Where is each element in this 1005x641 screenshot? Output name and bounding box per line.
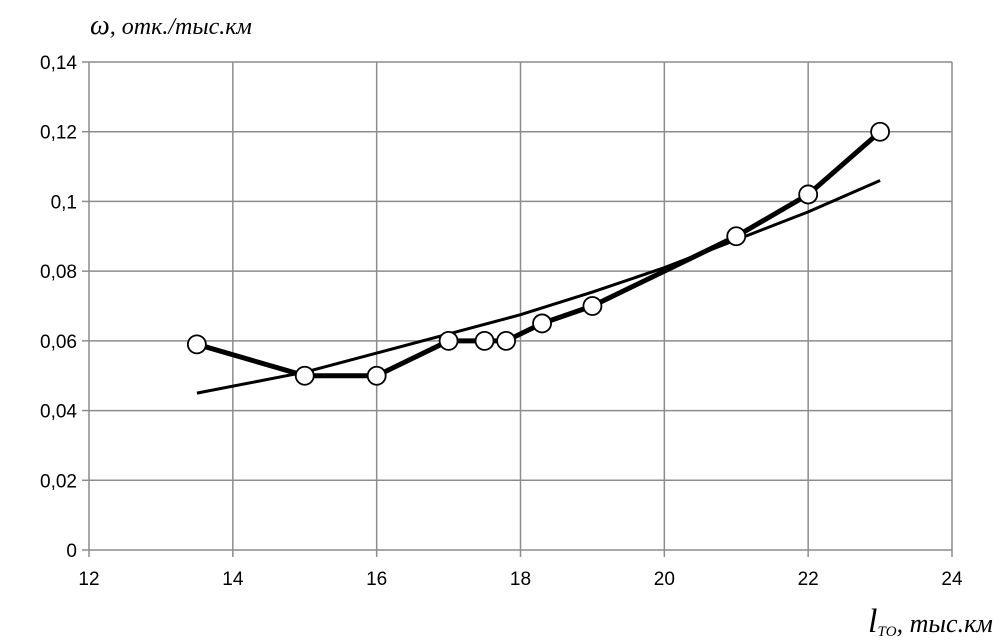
y-tick-label: 0 [66, 541, 77, 562]
y-axis-title-text: , отк./тыс.км [110, 14, 252, 40]
x-tick-label: 12 [78, 569, 99, 590]
data-point [294, 365, 315, 386]
y-axis-title: ω, отк./тыс.км [90, 10, 252, 41]
x-axis-title-symbol: l [868, 603, 877, 640]
data-point [726, 226, 747, 247]
x-tick-label: 24 [941, 569, 963, 590]
y-tick-label: 0,14 [40, 53, 77, 74]
series-line [196, 129, 882, 379]
x-tick-label: 18 [510, 569, 531, 590]
y-tick-label: 0,06 [40, 332, 77, 353]
x-axis-title-subscript: ТО [877, 624, 896, 640]
y-tick-label: 0,04 [40, 402, 77, 423]
y-tick-label: 0,08 [40, 262, 77, 283]
data-point [366, 365, 387, 386]
series [186, 121, 890, 395]
data-point [798, 184, 819, 205]
y-tick-label: 0,1 [51, 192, 77, 213]
x-tick-label: 20 [654, 569, 675, 590]
x-tick-label: 16 [366, 569, 387, 590]
x-tick-label: 14 [222, 569, 244, 590]
y-tick-label: 0,12 [40, 123, 77, 144]
y-axis-title-symbol: ω [90, 10, 110, 41]
tick-labels: 12 14 16 18 20 22 24 0 0,02 0,04 0,06 0,08 0,1 0,12 0,… [40, 53, 963, 590]
y-tick-label: 0,02 [40, 471, 77, 492]
data-point [532, 313, 552, 334]
data-point [186, 334, 207, 355]
data-point [870, 121, 890, 142]
trendline [196, 179, 881, 395]
x-tick-label: 22 [798, 569, 819, 590]
data-point [474, 330, 495, 351]
axes [82, 61, 953, 557]
data-point [582, 296, 603, 316]
data-point [438, 330, 459, 351]
gridlines [89, 61, 953, 550]
x-axis-title-text: , тыс.км [897, 609, 993, 638]
x-axis-title: lТО, тыс.км [868, 603, 993, 640]
data-point [496, 330, 517, 351]
